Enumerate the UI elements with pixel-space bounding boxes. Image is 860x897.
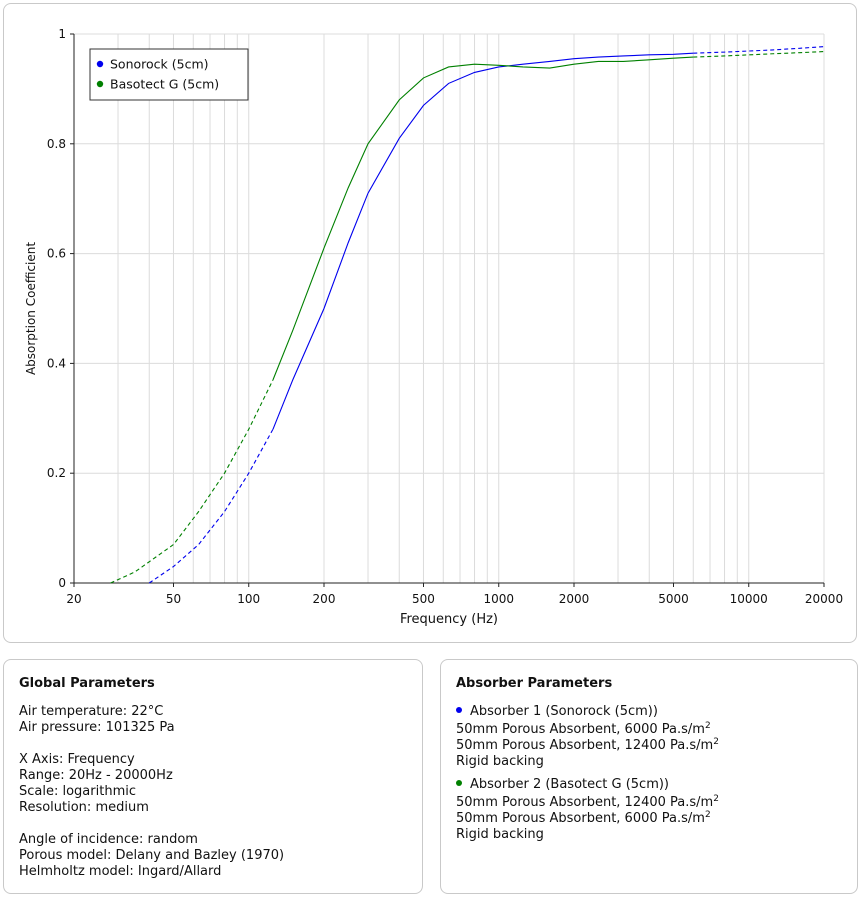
absorption-chart: 20 50 100 200 500 1000 2000 5000 10000 20000 0 0.2 0… [24, 27, 843, 627]
x-tick-label: 10000 [730, 592, 768, 606]
param-air-pressure: Air pressure: 101325 Pa [19, 720, 175, 735]
x-axis-label: Frequency (Hz) [400, 612, 498, 627]
y-tick-label: 0.2 [47, 466, 66, 480]
legend-dot-icon [96, 60, 104, 68]
x-tick-label: 5000 [658, 592, 689, 606]
x-tick-label: 200 [313, 592, 336, 606]
y-tick-label: 0 [58, 576, 66, 590]
absorber-2-layer-2-sup: 2 [704, 810, 711, 820]
y-tick-label: 0.4 [47, 356, 66, 370]
x-tick-label: 100 [237, 592, 260, 606]
series-0-low-dashed-line [148, 429, 274, 584]
series-0-line [272, 52, 694, 430]
absorber-2-layer-2-text: 50mm Porous Absorbent, 6000 Pa.s/m [456, 811, 705, 826]
y-tick-label: 0.8 [47, 137, 66, 151]
absorber-1-name: Absorber 1 (Sonorock (5cm)) [470, 704, 658, 719]
absorber-2-layer-2: 50mm Porous Absorbent, 6000 Pa.s/m2 [456, 810, 711, 826]
absorber-2-layer-1: 50mm Porous Absorbent, 12400 Pa.s/m2 [456, 794, 719, 810]
absorber-2-name: Absorber 2 (Basotect G (5cm)) [470, 777, 670, 792]
chart-legend: Sonorock (5cm) Basotect G (5cm) [89, 48, 249, 101]
param-resolution: Resolution: medium [19, 800, 149, 815]
global-parameters-title: Global Parameters [19, 676, 155, 691]
absorber-2-layer-1-sup: 2 [713, 794, 719, 804]
param-helmholtz-model: Helmholtz model: Ingard/Allard [19, 864, 222, 879]
x-tick-label: 2000 [559, 592, 590, 606]
series-1-high-dashed-line [693, 51, 825, 58]
legend-label: Basotect G (5cm) [110, 77, 219, 92]
param-scale: Scale: logarithmic [19, 784, 136, 799]
x-tick-label: 20 [66, 592, 81, 606]
chart-panel: 20 50 100 200 500 1000 2000 5000 10000 20000 0 0.2 0… [3, 3, 857, 643]
absorber-1-layer-1: 50mm Porous Absorbent, 6000 Pa.s/m2 [456, 721, 711, 737]
absorber-parameters-panel: Absorber Parameters Absorber 1 (Sonorock… [440, 659, 858, 894]
y-axis-label: Absorption Coefficient [24, 242, 38, 375]
param-air-temperature: Air temperature: 22°C [19, 704, 164, 719]
absorber-1-layer-2: 50mm Porous Absorbent, 12400 Pa.s/m2 [456, 737, 719, 753]
legend-dot-icon [96, 80, 104, 88]
absorber-2-layer-1-text: 50mm Porous Absorbent, 12400 Pa.s/m [456, 795, 714, 810]
absorber-1-layer-1-text: 50mm Porous Absorbent, 6000 Pa.s/m [456, 722, 705, 737]
x-tick-label: 20000 [805, 592, 843, 606]
param-porous-model: Porous model: Delany and Bazley (1970) [19, 848, 285, 863]
x-tick-label: 50 [166, 592, 181, 606]
legend-box [89, 48, 249, 101]
absorber-2-heading: Absorber 2 (Basotect G (5cm)) [456, 777, 669, 792]
y-tick-label: 1 [58, 27, 66, 41]
x-tick-label: 1000 [483, 592, 514, 606]
absorber-1-heading: Absorber 1 (Sonorock (5cm)) [456, 704, 658, 719]
series-1-line [272, 56, 694, 381]
absorber-1-layer-1-sup: 2 [704, 721, 711, 731]
absorber-2-backing: Rigid backing [456, 827, 544, 842]
y-tick-label: 0.6 [47, 247, 66, 261]
absorber-1-layer-2-text: 50mm Porous Absorbent, 12400 Pa.s/m [456, 738, 714, 753]
param-x-axis: X Axis: Frequency [19, 752, 135, 767]
absorber-1-color-dot-icon [456, 707, 462, 713]
series-1-low-dashed-line [110, 379, 274, 584]
absorber-parameters-title: Absorber Parameters [456, 676, 613, 691]
param-range: Range: 20Hz - 20000Hz [19, 768, 173, 783]
param-angle-of-incidence: Angle of incidence: random [19, 832, 198, 847]
absorber-1-layer-2-sup: 2 [713, 737, 719, 747]
x-tick-label: 500 [412, 592, 435, 606]
absorber-1-backing: Rigid backing [456, 754, 544, 769]
absorber-2-color-dot-icon [456, 780, 462, 786]
legend-label: Sonorock (5cm) [110, 57, 209, 72]
series-0-high-dashed-line [693, 46, 825, 54]
global-parameters-panel: Global Parameters Air temperature: 22°C … [3, 659, 423, 894]
